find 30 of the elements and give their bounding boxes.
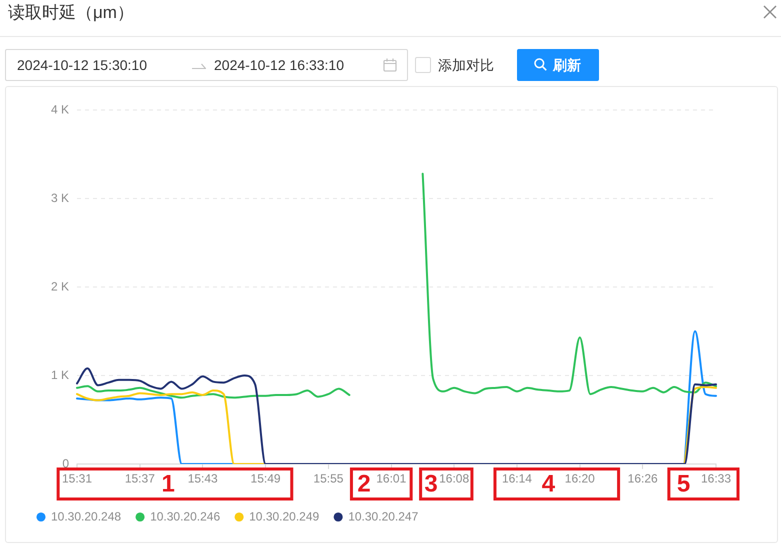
x-tick-label: 16:14 (502, 472, 532, 486)
y-tick-label: 2 K (50, 279, 69, 294)
x-tick-label: 16:33 (700, 472, 732, 486)
x-tick-label: 15:49 (250, 472, 281, 486)
text: 2 (357, 470, 371, 498)
legend-label: 10.30.20.246 (150, 509, 220, 524)
x-tick-label: 16:08 (439, 472, 470, 486)
text: 4 (542, 470, 556, 498)
x-tick-label: 15:37 (124, 472, 156, 486)
text: 5 (676, 470, 690, 498)
text: 2024-10-12 15:30:10 (17, 56, 147, 74)
y-tick-label: 1 K (50, 368, 69, 382)
y-tick-label: 4 K (50, 102, 69, 116)
x-tick-label: 16:20 (564, 472, 596, 486)
text: 添加对比 (438, 56, 494, 74)
x-tick-label: 16:26 (628, 472, 658, 486)
text: 刷新 (553, 56, 581, 74)
legend-label: 10.30.20.248 (51, 509, 122, 524)
y-tick-label: 3 K (50, 190, 69, 205)
x-tick-label: 15:31 (62, 472, 92, 486)
chart-title: 读取时延（μm） (8, 2, 134, 24)
text: 2024-10-12 16:33:10 (214, 56, 344, 74)
legend-label: 10.30.20.249 (249, 509, 320, 524)
legend-label: 10.30.20.247 (348, 509, 419, 524)
y-tick-label: 0 (62, 456, 70, 470)
text: 1 (161, 470, 175, 498)
x-tick-label: 16:01 (376, 472, 407, 486)
x-tick-label: 15:43 (188, 472, 218, 486)
text: 3 (424, 470, 438, 498)
x-tick-label: 15:55 (313, 472, 344, 486)
